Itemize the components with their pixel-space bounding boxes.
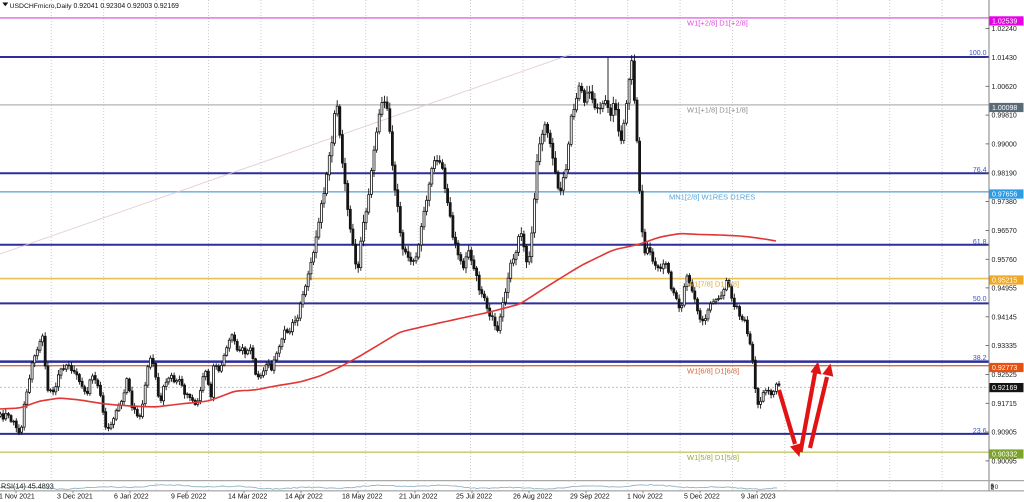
svg-text:61.8: 61.8 [973,239,987,246]
svg-text:1.02240: 1.02240 [992,26,1017,33]
svg-text:0.95760: 0.95760 [992,257,1017,264]
svg-text:0.99810: 0.99810 [992,113,1017,120]
svg-text:0.93335: 0.93335 [992,343,1017,350]
svg-text:23.6: 23.6 [973,428,987,435]
svg-text:0.92169: 0.92169 [992,385,1017,392]
svg-text:18 May 2022: 18 May 2022 [342,493,383,500]
svg-text:0.91715: 0.91715 [992,401,1017,408]
svg-text:0.97380: 0.97380 [992,199,1017,206]
svg-text:2: 2 [991,485,995,492]
svg-text:1.00620: 1.00620 [992,84,1017,91]
svg-text:0.94955: 0.94955 [992,286,1017,293]
svg-text:0.97656: 0.97656 [992,192,1017,199]
svg-text:W1[+1/8] D1[+1/8]: W1[+1/8] D1[+1/8] [687,106,748,115]
svg-text:0.90095: 0.90095 [992,459,1017,466]
svg-text:9 Jan 2023: 9 Jan 2023 [741,493,776,500]
svg-text:0.90332: 0.90332 [992,452,1017,459]
svg-text:1 Nov 2021: 1 Nov 2021 [0,493,35,500]
svg-text:0.92041 0.92304 0.92003 0.9216: 0.92041 0.92304 0.92003 0.92169 [74,3,180,10]
svg-text:29 Sep 2022: 29 Sep 2022 [570,493,610,500]
svg-text:0.92525: 0.92525 [992,372,1017,379]
svg-text:0.94145: 0.94145 [992,314,1017,321]
svg-text:5: 5 [991,484,995,491]
svg-text:1 Nov 2022: 1 Nov 2022 [627,493,663,500]
svg-text:W1[6/8] D1[6/8]: W1[6/8] D1[6/8] [687,367,739,376]
svg-text:50.0: 50.0 [973,296,987,303]
svg-text:6 Jan 2022: 6 Jan 2022 [114,493,149,500]
svg-text:W1[7/8] D1[7/8]: W1[7/8] D1[7/8] [687,279,739,288]
svg-text:0.95215: 0.95215 [992,278,1017,285]
svg-text:3 Dec 2021: 3 Dec 2021 [57,493,93,500]
svg-text:76.4: 76.4 [973,167,987,174]
svg-text:14 Apr 2022: 14 Apr 2022 [285,493,323,500]
svg-text:0: 0 [995,484,999,491]
svg-text:MN1[2/8] W1RES D1RES: MN1[2/8] W1RES D1RES [669,193,755,202]
svg-text:26 Aug 2022: 26 Aug 2022 [513,493,552,500]
svg-text:0.96570: 0.96570 [992,228,1017,235]
svg-text:0.99000: 0.99000 [992,142,1017,149]
svg-text:RSI(14) 45.4893: RSI(14) 45.4893 [1,481,54,490]
svg-text:25 Jul 2022: 25 Jul 2022 [456,493,492,500]
svg-text:1.02539: 1.02539 [992,19,1017,26]
svg-text:9 Feb 2022: 9 Feb 2022 [171,493,207,500]
svg-text:100.0: 100.0 [969,50,987,57]
svg-text:0.92773: 0.92773 [992,365,1017,372]
svg-text:0.90905: 0.90905 [992,430,1017,437]
svg-text:1.01430: 1.01430 [992,55,1017,62]
svg-text:14 Mar 2022: 14 Mar 2022 [228,493,267,500]
svg-text:W1[+2/8] D1[+2/8]: W1[+2/8] D1[+2/8] [687,18,748,27]
svg-text:USDCHFmicro,Daily: USDCHFmicro,Daily [10,3,73,10]
svg-text:W1[5/8] D1[5/8]: W1[5/8] D1[5/8] [687,453,739,462]
svg-text:21 Jun 2022: 21 Jun 2022 [399,493,438,500]
svg-text:0.98190: 0.98190 [992,170,1017,177]
svg-text:5 Dec 2022: 5 Dec 2022 [684,493,720,500]
svg-text:1.00098: 1.00098 [992,105,1017,112]
svg-text:38.2: 38.2 [973,355,987,362]
svg-text:8: 8 [991,483,995,490]
